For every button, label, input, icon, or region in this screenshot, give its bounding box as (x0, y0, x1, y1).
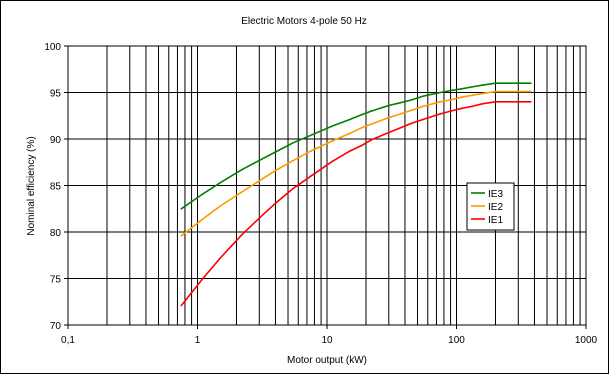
data-point-ie3 (399, 101, 402, 104)
y-tick-label: 70 (50, 321, 62, 332)
data-point-ie3 (482, 84, 484, 86)
data-point-ie2 (349, 132, 351, 135)
data-point-ie1 (482, 102, 484, 105)
data-point-ie2 (219, 205, 222, 207)
data-point-ie1 (202, 277, 204, 280)
y-tick-labels: 70 75 80 85 90 95 100 (44, 42, 68, 332)
data-point-ie3 (292, 141, 295, 144)
data-point-ie3 (370, 110, 373, 112)
data-point-ie3 (410, 99, 413, 101)
data-point-ie1 (331, 160, 334, 163)
data-point-ie1 (349, 150, 351, 152)
data-point-ie2 (360, 127, 363, 129)
data-point-ie1 (258, 217, 261, 219)
x-tick-label: 1000 (575, 335, 598, 346)
data-point-ie3 (274, 151, 277, 153)
y-tick-label: 100 (44, 42, 61, 53)
data-point-ie1 (370, 139, 373, 141)
y-tick-label: 90 (50, 135, 62, 146)
data-point-ie3 (494, 82, 497, 84)
data-point-ie3 (422, 95, 424, 97)
data-point-ie1 (399, 127, 402, 129)
x-tick-label: 10 (321, 335, 333, 346)
data-point-ie3 (219, 181, 222, 184)
data-point-ie1 (410, 122, 413, 124)
data-point-ie3 (349, 118, 351, 121)
data-point-ie2 (410, 109, 413, 111)
data-point-ie2 (202, 218, 204, 220)
data-point-ie1 (471, 105, 473, 108)
data-point-ie2 (292, 159, 295, 162)
data-point-ie1 (422, 118, 424, 121)
legend-label-ie2: IE2 (488, 202, 503, 213)
data-point-ie2 (449, 99, 452, 101)
y-tick-label: 80 (50, 228, 62, 239)
data-point-ie1 (449, 110, 452, 112)
data-point-ie2 (370, 123, 373, 125)
x-tick-label: 1 (195, 335, 201, 346)
data-point-ie3 (388, 104, 390, 107)
data-point-ie3 (180, 208, 183, 210)
data-point-ie2 (471, 94, 473, 97)
data-point-ie3 (241, 168, 243, 171)
data-point-ie3 (530, 82, 532, 84)
x-tick-label: 0,1 (61, 335, 75, 346)
data-point-ie2 (530, 90, 532, 93)
data-point-ie2 (399, 113, 402, 115)
data-point-ie1 (292, 187, 295, 190)
data-point-ie2 (461, 96, 463, 98)
data-point-ie3 (471, 86, 473, 88)
series-group (180, 82, 532, 307)
data-point-ie3 (449, 89, 452, 92)
data-point-ie3 (258, 159, 261, 162)
data-point-ie1 (388, 131, 390, 134)
data-point-ie2 (274, 169, 277, 172)
data-point-ie3 (439, 91, 442, 94)
data-point-ie2 (482, 92, 484, 95)
y-axis-label: Nominal efficiency (%) (26, 136, 37, 235)
data-point-ie2 (439, 101, 442, 103)
data-point-ie2 (494, 90, 497, 93)
data-point-ie1 (360, 144, 363, 147)
data-point-ie1 (310, 175, 312, 177)
data-point-ie2 (422, 105, 424, 108)
data-point-ie2 (388, 116, 390, 119)
data-point-ie2 (241, 191, 243, 193)
data-point-ie1 (180, 304, 183, 307)
legend-label-ie1: IE1 (488, 215, 503, 226)
data-point-ie3 (360, 114, 363, 116)
legend: IE3 IE2 IE1 (466, 182, 515, 231)
data-point-ie1 (530, 101, 532, 103)
x-tick-labels: 0,1 1 10 100 1000 (61, 325, 598, 346)
x-axis-label: Motor output (kW) (287, 355, 367, 366)
y-tick-label: 95 (50, 89, 62, 100)
y-tick-label: 85 (50, 182, 62, 193)
data-point-ie2 (258, 180, 261, 182)
data-point-ie2 (331, 140, 334, 142)
data-point-ie3 (461, 88, 463, 90)
data-point-ie3 (331, 125, 334, 127)
chart-title: Electric Motors 4-pole 50 Hz (241, 16, 367, 27)
data-point-ie2 (310, 150, 312, 152)
data-point-ie1 (461, 107, 463, 110)
grid (68, 46, 586, 325)
y-tick-label: 75 (50, 275, 62, 286)
data-point-ie1 (274, 202, 277, 204)
data-point-ie2 (180, 234, 183, 237)
x-tick-label: 100 (448, 335, 465, 346)
data-point-ie1 (241, 234, 243, 236)
legend-label-ie3: IE3 (488, 189, 503, 200)
data-point-ie1 (439, 113, 442, 115)
data-point-ie1 (494, 101, 497, 103)
data-point-ie1 (219, 257, 222, 259)
data-point-ie3 (202, 193, 204, 195)
data-point-ie3 (310, 134, 312, 137)
